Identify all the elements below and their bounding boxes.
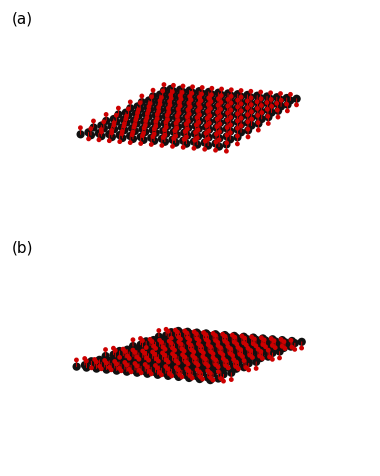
Text: (a): (a) (11, 12, 33, 27)
Text: (b): (b) (11, 240, 33, 256)
